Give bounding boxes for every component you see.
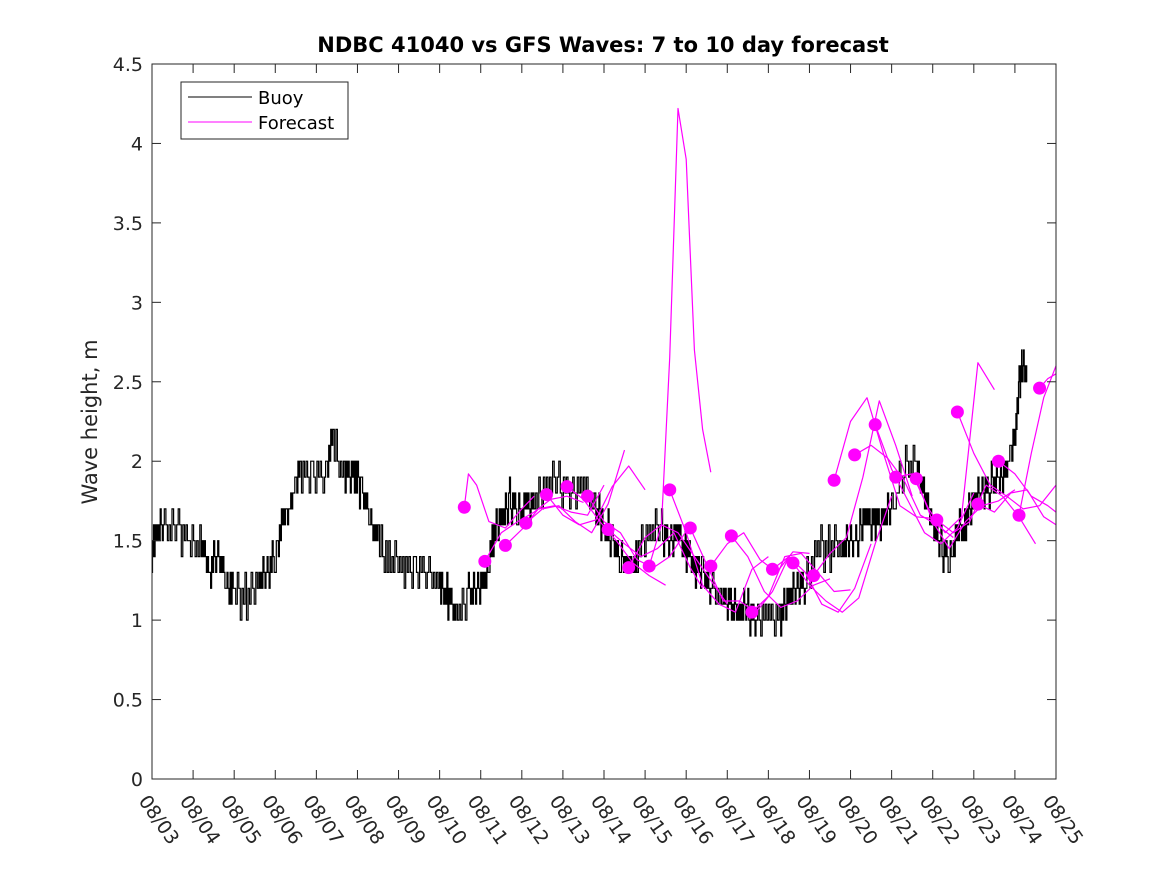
forecast-line-1	[484, 495, 584, 562]
forecast-line-26	[998, 460, 1057, 513]
forecast-start-markers	[457, 381, 1047, 619]
forecast-line-14	[751, 552, 851, 613]
forecast-start-marker-18	[827, 473, 841, 487]
forecast-start-marker-22	[909, 472, 923, 486]
y-tick-label-1: 0.5	[113, 690, 143, 712]
y-tick-label-2: 1	[131, 610, 143, 632]
y-tick-label-9: 4.5	[113, 54, 143, 76]
forecast-start-marker-14	[745, 605, 759, 619]
forecast-start-marker-17	[807, 569, 821, 583]
buoy-line	[151, 349, 1028, 637]
forecast-line-4	[546, 465, 646, 526]
forecast-start-marker-19	[848, 448, 862, 462]
forecast-start-marker-23	[930, 513, 944, 527]
forecast-line-8	[628, 524, 728, 605]
forecast-line-16	[792, 496, 893, 613]
forecast-start-marker-11	[683, 521, 697, 535]
buoy-series-layer	[151, 349, 1028, 637]
y-tick-label-5: 2.5	[113, 372, 143, 394]
chart-title: NDBC 41040 vs GFS Waves: 7 to 10 day for…	[317, 33, 888, 57]
y-tick-label-8: 4	[131, 133, 143, 155]
plot-background	[152, 64, 1056, 779]
legend-buoy-label: Buoy	[258, 88, 304, 109]
y-axis-label: Wave height, m	[78, 339, 102, 504]
y-axis-ticks: 0 0.5 1 1.5 2 2.5 3 3.5 4 4.5	[113, 54, 1056, 791]
forecast-line-9	[648, 107, 712, 567]
forecast-start-marker-1	[478, 554, 492, 568]
forecast-start-marker-27	[1012, 508, 1026, 522]
forecast-start-marker-21	[889, 470, 903, 484]
forecast-line-6	[587, 495, 687, 569]
forecast-start-marker-9	[642, 559, 656, 573]
forecast-line-13	[730, 535, 831, 608]
forecast-line-0	[463, 473, 535, 529]
forecast-start-marker-8	[622, 561, 636, 575]
forecast-line-17	[813, 400, 913, 576]
forecast-start-marker-5	[560, 480, 574, 494]
legend-forecast-label: Forecast	[258, 113, 334, 134]
forecast-line-24	[956, 411, 1057, 510]
forecast-start-marker-15	[765, 562, 779, 576]
forecast-start-marker-4	[539, 488, 553, 502]
forecast-start-marker-6	[581, 489, 595, 503]
forecast-start-marker-16	[786, 556, 800, 570]
forecast-line-12	[710, 532, 810, 573]
y-tick-label-0: 0	[131, 769, 143, 791]
forecast-start-marker-28	[1033, 381, 1047, 395]
forecast-start-marker-25	[971, 497, 985, 511]
y-tick-label-7: 3.5	[113, 213, 143, 235]
forecast-start-marker-26	[991, 454, 1005, 468]
forecast-line-15	[772, 543, 872, 613]
forecast-start-marker-3	[519, 516, 533, 530]
forecast-line-3	[525, 449, 626, 534]
plot-area	[151, 63, 1057, 780]
forecast-start-marker-2	[498, 538, 512, 552]
forecast-line-7	[607, 529, 704, 589]
forecast-start-marker-12	[704, 559, 718, 573]
forecast-line-25	[977, 489, 1057, 526]
forecast-series-layer	[463, 107, 1057, 613]
forecast-start-marker-24	[950, 405, 964, 419]
y-tick-label-4: 2	[131, 451, 143, 473]
forecast-start-marker-7	[601, 523, 615, 537]
legend-box	[180, 81, 349, 140]
forecast-start-marker-0	[457, 500, 471, 514]
legend: Buoy Forecast	[180, 81, 349, 140]
forecast-start-marker-13	[724, 529, 738, 543]
forecast-start-marker-10	[663, 483, 677, 497]
forecast-line-20	[874, 424, 975, 545]
y-tick-label-6: 3	[131, 292, 143, 314]
forecast-start-marker-20	[868, 418, 882, 432]
y-tick-label-3: 1.5	[113, 531, 143, 553]
